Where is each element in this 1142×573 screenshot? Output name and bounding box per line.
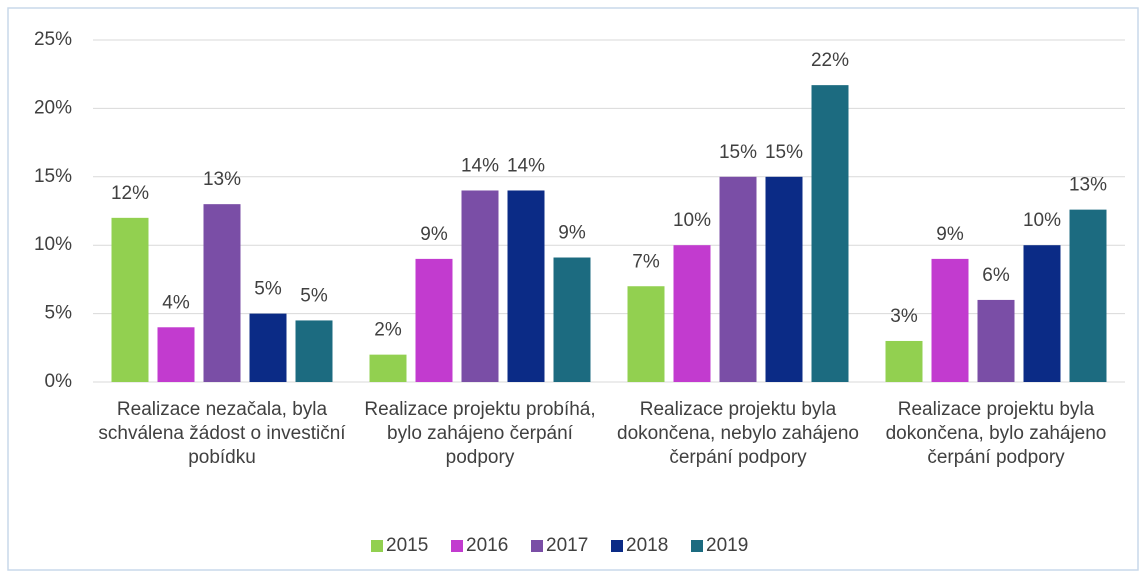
- legend-swatch: [611, 540, 623, 552]
- bar: [415, 258, 453, 382]
- legend-swatch: [531, 540, 543, 552]
- y-tick-label: 25%: [34, 29, 72, 50]
- data-label: 2%: [374, 320, 402, 341]
- y-tick-label: 0%: [45, 371, 73, 392]
- bar: [977, 299, 1015, 382]
- x-tick-label: Realizace projektu byla dokončena, nebyl…: [617, 399, 859, 468]
- bar: [719, 176, 757, 382]
- bar: [673, 245, 711, 382]
- bar: [553, 257, 591, 382]
- data-label: 12%: [111, 183, 149, 204]
- y-tick-label: 20%: [34, 97, 72, 118]
- y-tick-label: 5%: [45, 303, 73, 324]
- data-label: 7%: [632, 251, 660, 272]
- bar: [811, 85, 849, 383]
- bar: [369, 354, 407, 382]
- data-label: 5%: [254, 279, 282, 300]
- bar: [249, 313, 287, 382]
- data-label: 10%: [673, 210, 711, 231]
- data-label: 9%: [558, 223, 586, 244]
- data-label: 14%: [507, 155, 545, 176]
- data-label: 15%: [719, 142, 757, 163]
- bar: [627, 286, 665, 382]
- data-label: 22%: [811, 50, 849, 71]
- data-label: 5%: [300, 285, 328, 306]
- data-label: 4%: [162, 292, 190, 313]
- data-label: 3%: [890, 306, 918, 327]
- x-tick-label: Realizace projektu probíhá, bylo zahájen…: [364, 399, 596, 468]
- legend-label: 2018: [626, 535, 668, 556]
- data-label: 14%: [461, 155, 499, 176]
- x-tick-label: Realizace nezačala, byla schválena žádos…: [98, 399, 346, 468]
- bar: [885, 340, 923, 382]
- legend-label: 2019: [706, 535, 748, 556]
- bar: [765, 176, 803, 382]
- bar: [111, 217, 149, 382]
- bar: [931, 258, 969, 382]
- bar: [157, 327, 195, 382]
- legend-label: 2016: [466, 535, 508, 556]
- legend-label: 2017: [546, 535, 588, 556]
- data-label: 15%: [765, 142, 803, 163]
- legend-label: 2015: [386, 535, 428, 556]
- bar: [1069, 209, 1107, 382]
- bar: [295, 320, 333, 382]
- bar: [461, 190, 499, 382]
- bar: [203, 204, 241, 382]
- bar: [1023, 245, 1061, 382]
- legend-swatch: [691, 540, 703, 552]
- data-label: 6%: [982, 265, 1010, 286]
- y-tick-label: 10%: [34, 234, 72, 255]
- x-tick-label: Realizace projektu byla dokončena, bylo …: [885, 399, 1107, 468]
- data-label: 9%: [936, 224, 964, 245]
- data-label: 10%: [1023, 210, 1061, 231]
- legend-swatch: [371, 540, 383, 552]
- y-tick-label: 15%: [34, 166, 72, 187]
- data-label: 9%: [420, 224, 448, 245]
- bar: [507, 190, 545, 382]
- data-label: 13%: [1069, 175, 1107, 196]
- chart-border: [7, 7, 1139, 571]
- legend-swatch: [451, 540, 463, 552]
- data-label: 13%: [203, 169, 241, 190]
